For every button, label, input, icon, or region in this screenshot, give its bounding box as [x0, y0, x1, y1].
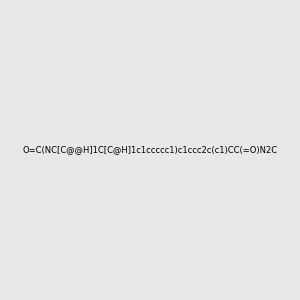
Text: O=C(NC[C@@H]1C[C@H]1c1ccccc1)c1ccc2c(c1)CC(=O)N2C: O=C(NC[C@@H]1C[C@H]1c1ccccc1)c1ccc2c(c1)…	[22, 146, 278, 154]
